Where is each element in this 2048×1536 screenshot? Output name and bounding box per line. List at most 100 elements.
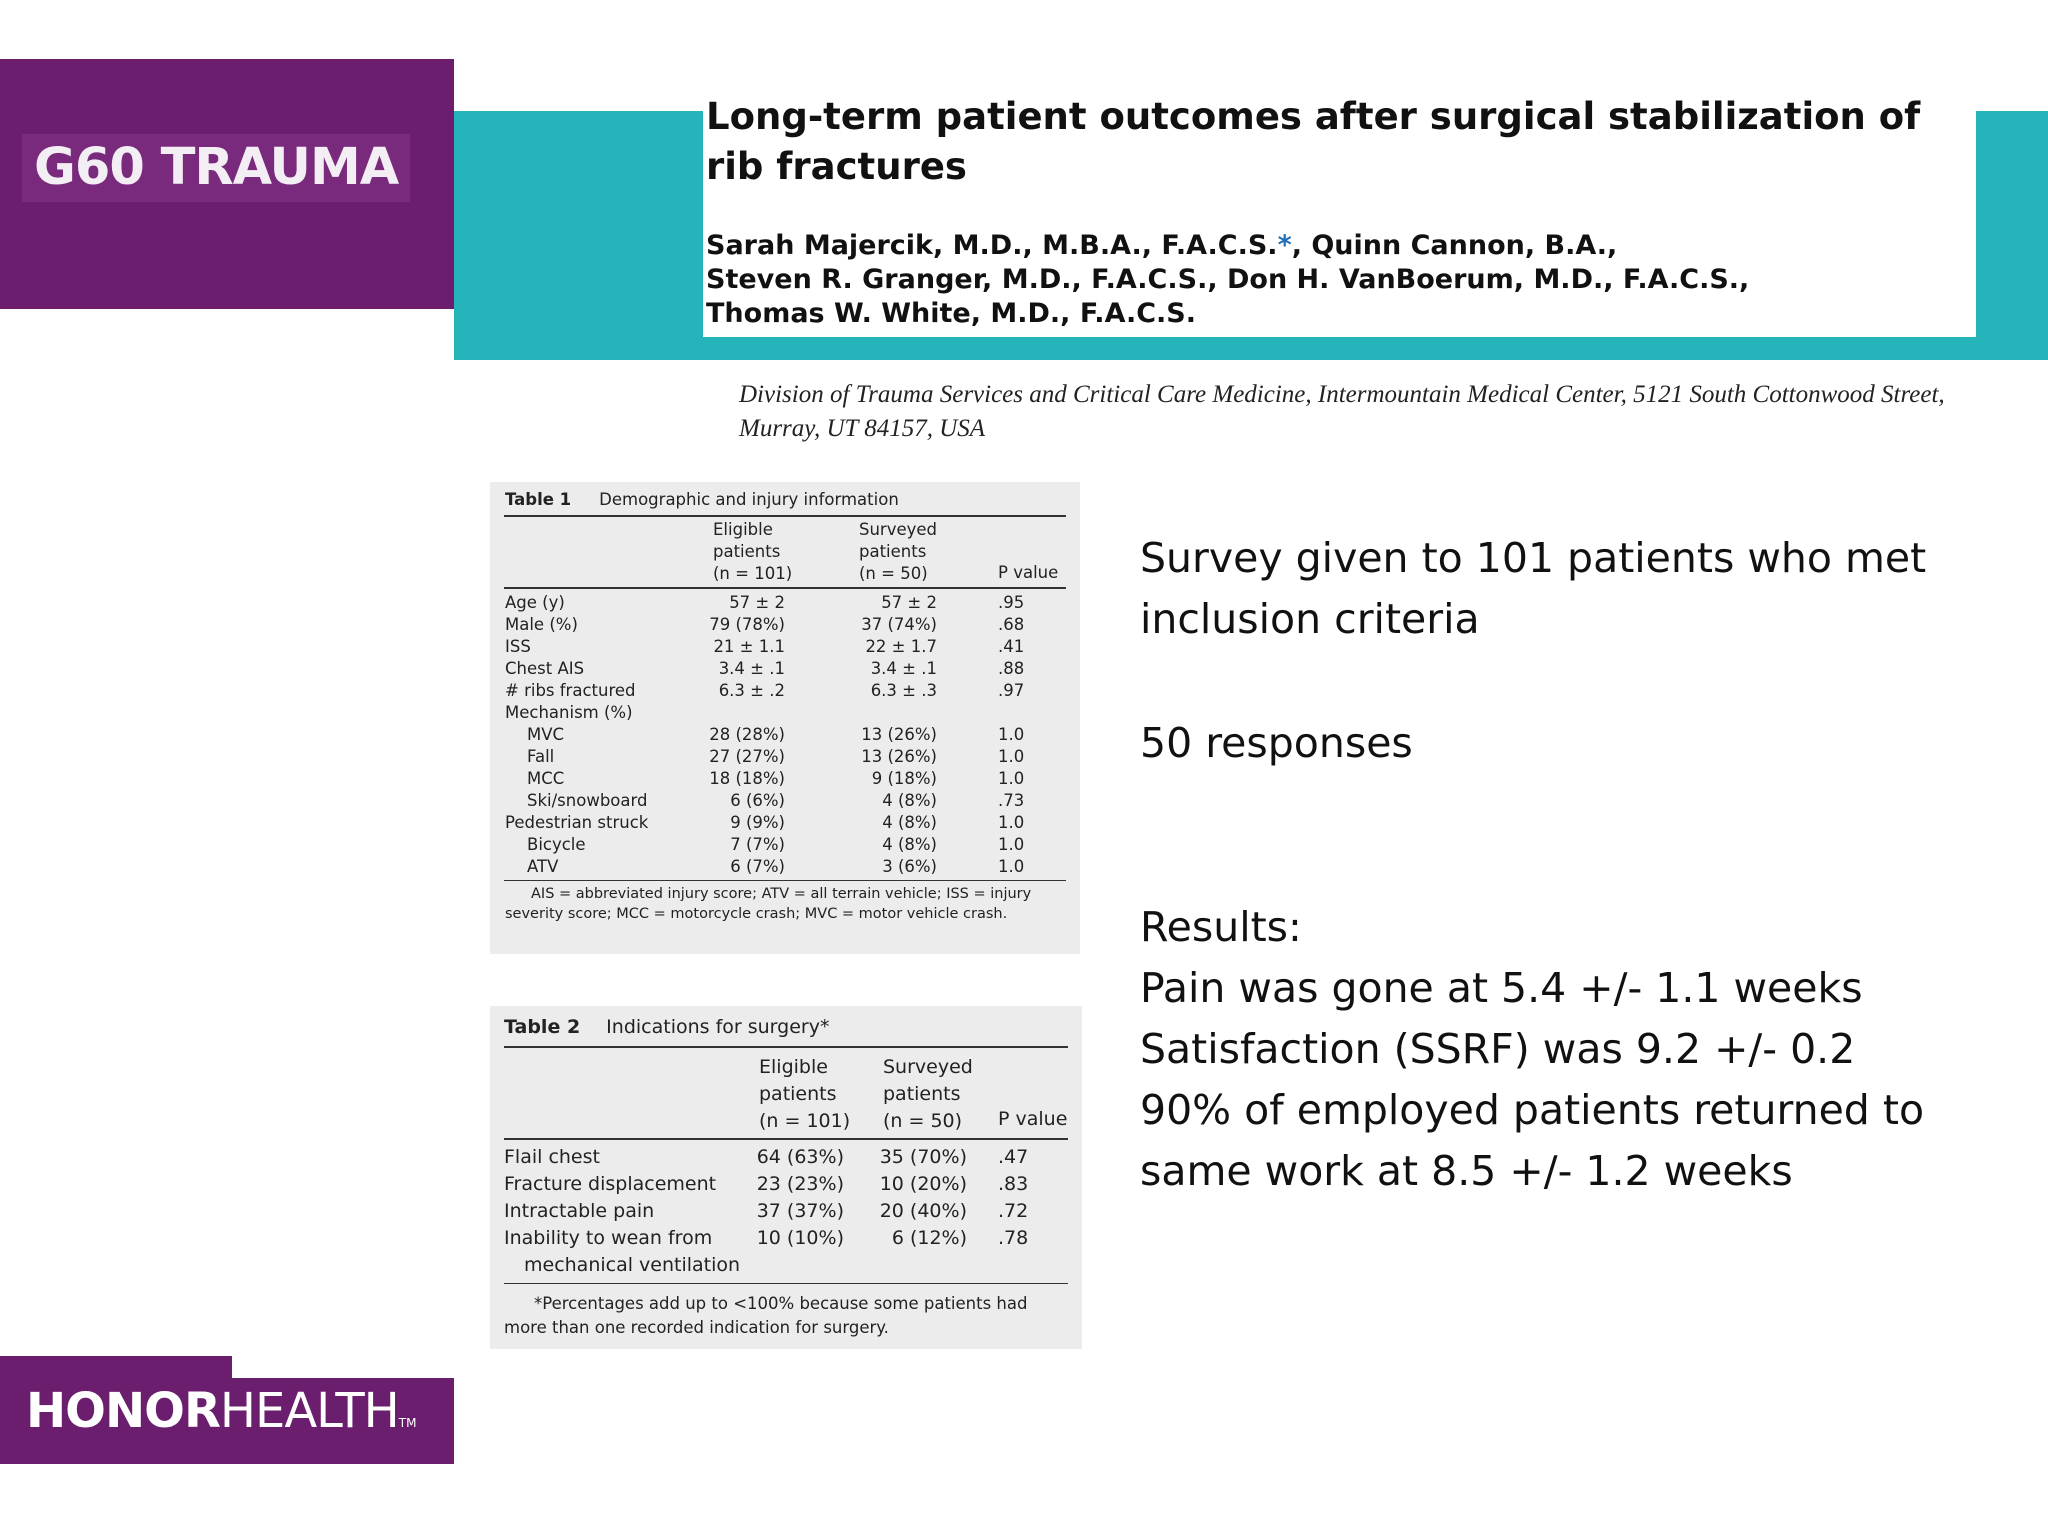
row-label: ISS xyxy=(505,637,531,656)
cell-eligible: 6 (7%) xyxy=(730,857,785,876)
paper-title-line: rib fractures xyxy=(706,145,967,188)
cell-p-value: 1.0 xyxy=(998,857,1025,876)
header-line: (n = 50) xyxy=(859,564,928,583)
cell-surveyed: 37 (74%) xyxy=(861,615,937,634)
cell-surveyed: 4 (8%) xyxy=(882,813,937,832)
row-label: MCC xyxy=(527,769,565,788)
table-label: Table 1 xyxy=(505,490,572,509)
summary-line: Survey given to 101 patients who met xyxy=(1140,534,1927,582)
row-label: ATV xyxy=(527,857,559,876)
header-line: patients xyxy=(859,542,927,561)
cell-surveyed: 4 (8%) xyxy=(882,835,937,854)
cell-surveyed: 3 (6%) xyxy=(882,857,937,876)
row-label: Male (%) xyxy=(505,615,578,634)
table-2-caption: Table 2 Indications for surgery* xyxy=(504,1016,829,1038)
logo-block xyxy=(232,1378,454,1464)
header-line: Eligible xyxy=(759,1056,828,1078)
logo-block xyxy=(0,1356,232,1464)
row-label: Fracture displacement xyxy=(504,1173,717,1195)
row-label: Mechanism (%) xyxy=(505,703,633,722)
table-2: Table 2 Indications for surgery* Eligible… xyxy=(490,1006,1082,1349)
header-line: Surveyed xyxy=(883,1056,973,1078)
table-1-footnote: AIS = abbreviated injury score; ATV = al… xyxy=(505,886,1032,922)
table-rule xyxy=(504,587,1066,589)
author-name: , Quinn Cannon, B.A., xyxy=(1291,230,1618,261)
result-line: same work at 8.5 +/- 1.2 weeks xyxy=(1140,1147,1793,1195)
paper-header-box xyxy=(703,94,1976,337)
result-line: 90% of employed patients returned to xyxy=(1140,1086,1925,1134)
cell-eligible: 9 (9%) xyxy=(730,813,785,832)
table-2-footnote: *Percentages add up to <100% because som… xyxy=(504,1294,1028,1337)
row-label: Fall xyxy=(527,747,555,766)
cell-p-value: .41 xyxy=(998,637,1025,656)
section-label: G60 TRAUMA xyxy=(22,134,411,202)
cell-eligible: 23 (23%) xyxy=(756,1173,844,1195)
cell-eligible: 7 (7%) xyxy=(730,835,785,854)
paper-authors: Sarah Majercik, M.D., M.B.A., F.A.C.S.*,… xyxy=(706,229,1976,331)
row-label: Inability to wean from xyxy=(504,1227,713,1249)
authors-line: Thomas W. White, M.D., F.A.C.S. xyxy=(706,298,1196,329)
cell-eligible: 6.3 ± .2 xyxy=(718,681,785,700)
logo-text-bold: HONOR xyxy=(26,1383,221,1439)
cell-surveyed: 57 ± 2 xyxy=(881,593,937,612)
header-line: (n = 50) xyxy=(883,1110,963,1132)
corresponding-author-star[interactable]: * xyxy=(1277,230,1292,261)
row-label: Pedestrian struck xyxy=(505,813,649,832)
cell-surveyed: 20 (40%) xyxy=(879,1200,967,1222)
column-header-p: P value xyxy=(998,563,1059,582)
cell-eligible: 18 (18%) xyxy=(709,769,785,788)
header-line: Surveyed xyxy=(859,520,938,539)
cell-eligible: 28 (28%) xyxy=(709,725,785,744)
cell-surveyed: 13 (26%) xyxy=(861,725,937,744)
affiliation-line: Division of Trauma Services and Critical… xyxy=(739,381,1945,408)
cell-surveyed: 6.3 ± .3 xyxy=(870,681,937,700)
cell-eligible: 57 ± 2 xyxy=(729,593,785,612)
cell-p-value: .72 xyxy=(998,1200,1029,1222)
summary-line: inclusion criteria xyxy=(1140,595,1480,643)
cell-surveyed: 13 (26%) xyxy=(861,747,937,766)
cell-p-value: 1.0 xyxy=(998,769,1025,788)
header-line: (n = 101) xyxy=(713,564,793,583)
table-1-caption: Table 1 Demographic and injury informatio… xyxy=(505,490,899,509)
row-label: # ribs fractured xyxy=(505,681,636,700)
column-header-eligible: Eligible patients (n = 101) xyxy=(759,1054,850,1135)
table-label: Table 2 xyxy=(504,1016,581,1038)
row-label: MVC xyxy=(527,725,565,744)
paper-title-line: Long-term patient outcomes after surgica… xyxy=(706,95,1921,138)
cell-surveyed: 9 (18%) xyxy=(871,769,937,788)
table-rule xyxy=(504,1283,1068,1284)
header-line: patients xyxy=(713,542,781,561)
cell-eligible: 21 ± 1.1 xyxy=(713,637,785,656)
cell-eligible: 6 (6%) xyxy=(730,791,785,810)
responses-count: 50 responses xyxy=(1140,719,1413,767)
honorhealth-logo: HONORHEALTHTM xyxy=(26,1381,416,1453)
row-label: Age (y) xyxy=(505,593,565,612)
cell-eligible: 10 (10%) xyxy=(756,1227,844,1249)
cell-surveyed: 35 (70%) xyxy=(879,1146,967,1168)
row-label: Chest AIS xyxy=(505,659,585,678)
cell-p-value: .83 xyxy=(998,1173,1029,1195)
header-line: (n = 101) xyxy=(759,1110,851,1132)
logo-trademark: TM xyxy=(398,1416,417,1430)
table-caption-text: Demographic and injury information xyxy=(599,490,899,509)
cell-eligible: 3.4 ± .1 xyxy=(718,659,785,678)
paper-title: Long-term patient outcomes after surgica… xyxy=(706,92,1976,192)
column-header-surveyed: Surveyed patients (n = 50) xyxy=(883,1054,973,1135)
cell-surveyed: 22 ± 1.7 xyxy=(865,637,937,656)
header-line: Eligible xyxy=(713,520,773,539)
row-label: Ski/snowboard xyxy=(527,791,648,810)
cell-eligible: 27 (27%) xyxy=(709,747,785,766)
table-caption-text: Indications for surgery* xyxy=(606,1016,830,1038)
survey-summary: Survey given to 101 patients who met inc… xyxy=(1140,528,1926,650)
column-header-surveyed: Surveyed patients (n = 50) xyxy=(859,519,937,585)
logo-text-light: HEALTH xyxy=(219,1383,400,1439)
cell-p-value: .68 xyxy=(998,615,1025,634)
header-line: patients xyxy=(883,1083,961,1105)
table-rule xyxy=(504,515,1066,517)
cell-p-value: .95 xyxy=(998,593,1025,612)
cell-surveyed: 10 (20%) xyxy=(879,1173,967,1195)
author-name: Sarah Majercik, M.D., M.B.A., F.A.C.S. xyxy=(706,230,1278,261)
authors-line: Sarah Majercik, M.D., M.B.A., F.A.C.S.*,… xyxy=(706,229,1976,263)
cell-p-value: 1.0 xyxy=(998,725,1025,744)
table-rule xyxy=(504,880,1066,881)
